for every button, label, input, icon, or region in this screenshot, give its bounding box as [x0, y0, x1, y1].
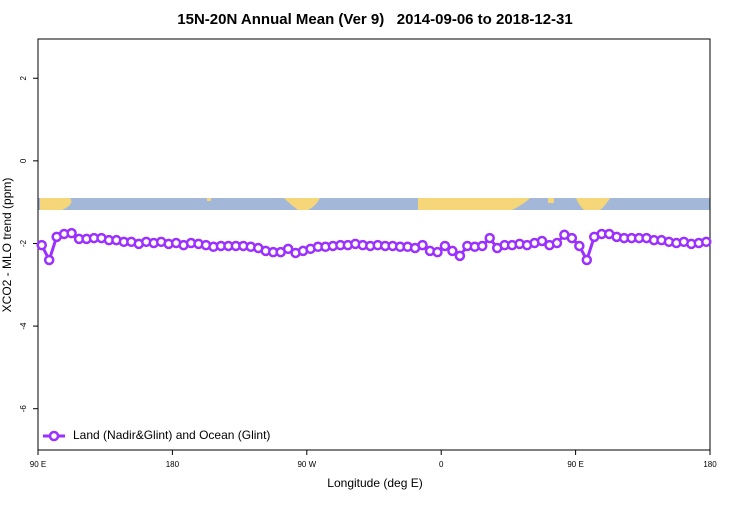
data-point — [551, 237, 563, 249]
map-strip — [38, 198, 710, 210]
data-point — [574, 240, 585, 252]
data-point — [701, 236, 712, 248]
y-tick-label: -6 — [19, 405, 28, 413]
data-point — [447, 245, 458, 257]
x-tick-label: 0 — [439, 460, 444, 469]
data-point — [282, 243, 294, 255]
x-tick-label: 90 E — [30, 460, 46, 469]
data-point — [36, 239, 47, 251]
y-tick-label: -2 — [19, 239, 28, 247]
data-point — [417, 239, 428, 251]
x-axis-label: Longitude (deg E) — [327, 476, 422, 490]
y-tick-label: 2 — [19, 75, 28, 80]
data-point — [477, 240, 488, 252]
data-point — [66, 227, 77, 239]
data-point — [439, 240, 451, 252]
y-tick-label: 0 — [19, 158, 28, 163]
data-point — [432, 246, 443, 258]
x-tick-label: 90 W — [297, 460, 316, 469]
chart-title: 15N-20N Annual Mean (Ver 9) 2014-09-06 t… — [177, 11, 572, 28]
data-point — [566, 232, 578, 244]
x-tick-label: 180 — [166, 460, 180, 469]
x-tick-label: 90 E — [567, 460, 583, 469]
data-point — [581, 254, 593, 266]
legend-label: Land (Nadir&Glint) and Ocean (Glint) — [73, 428, 270, 442]
y-tick-label: -4 — [19, 322, 28, 330]
data-point — [536, 235, 548, 247]
data-point — [484, 232, 495, 244]
x-tick-label: 180 — [703, 460, 717, 469]
data-point — [43, 254, 55, 266]
data-point — [454, 250, 466, 262]
y-axis-label: XCO2 - MLO trend (ppm) — [0, 178, 14, 313]
legend-marker — [48, 430, 60, 442]
